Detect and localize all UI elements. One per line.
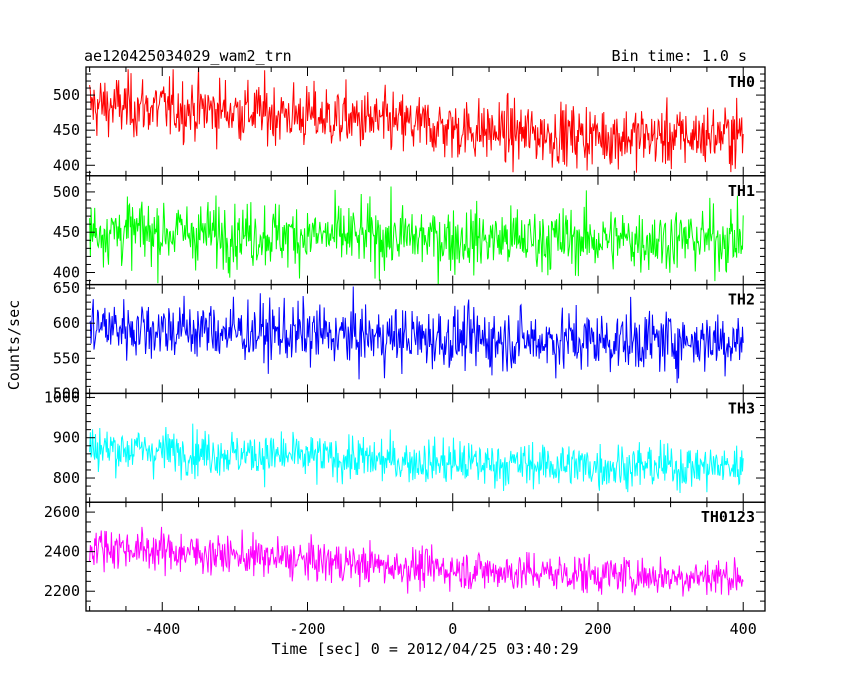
panel-label: TH2 (728, 291, 755, 309)
x-tick-label: -400 (144, 620, 180, 638)
x-tick-label: 200 (584, 620, 611, 638)
y-tick-label: 800 (53, 469, 80, 487)
series-line-th3 (89, 423, 744, 494)
y-tick-label: 600 (53, 314, 80, 332)
panel-label: TH0 (728, 73, 755, 91)
panel-th0123: 2200 2400 2600 TH0123 (44, 501, 766, 612)
series-line-th0 (89, 67, 744, 173)
y-tick-label: 2200 (44, 582, 80, 600)
panel-th3: 800 900 1000 TH3 (44, 388, 766, 503)
y-tick-label: 450 (53, 223, 80, 241)
x-tick-label: 400 (730, 620, 757, 638)
panel-label: TH3 (728, 399, 755, 417)
panel-frame (85, 392, 766, 503)
panel-th1: 400 450 500 TH1 (53, 175, 766, 286)
x-tick-label: -200 (289, 620, 325, 638)
y-tick-label: 1000 (44, 388, 80, 406)
y-tick-label: 550 (53, 349, 80, 367)
chart-title: ae120425034029_wam2_trn (84, 47, 292, 65)
chart-panels: 400 450 500 TH0 400 450 500 TH1 500 550 600 650 TH2 8… (44, 66, 766, 638)
panel-label: TH0123 (701, 508, 755, 526)
y-tick-label: 900 (53, 429, 80, 447)
y-tick-label: 650 (53, 279, 80, 297)
y-tick-label: 400 (53, 156, 80, 174)
panel-th0: 400 450 500 TH0 (53, 66, 766, 177)
y-tick-label: 500 (53, 183, 80, 201)
bin-time-label: Bin time: 1.0 s (612, 47, 747, 65)
x-tick-label: 0 (448, 620, 457, 638)
panel-label: TH1 (728, 182, 755, 200)
y-axis-label: Counts/sec (5, 300, 23, 390)
panel-frame (85, 501, 766, 612)
series-line-th1 (89, 186, 744, 285)
series-line-th0123 (89, 526, 744, 597)
series-line-th2 (89, 286, 744, 384)
y-tick-label: 500 (53, 86, 80, 104)
y-tick-label: 450 (53, 121, 80, 139)
y-tick-label: 2400 (44, 543, 80, 561)
y-tick-label: 500 (53, 384, 80, 402)
y-tick-label: 400 (53, 264, 80, 282)
y-tick-label: 2600 (44, 503, 80, 521)
x-axis-label: Time [sec] 0 = 2012/04/25 03:40:29 (271, 640, 578, 658)
panel-th2: 500 550 600 650 TH2 (53, 279, 766, 402)
